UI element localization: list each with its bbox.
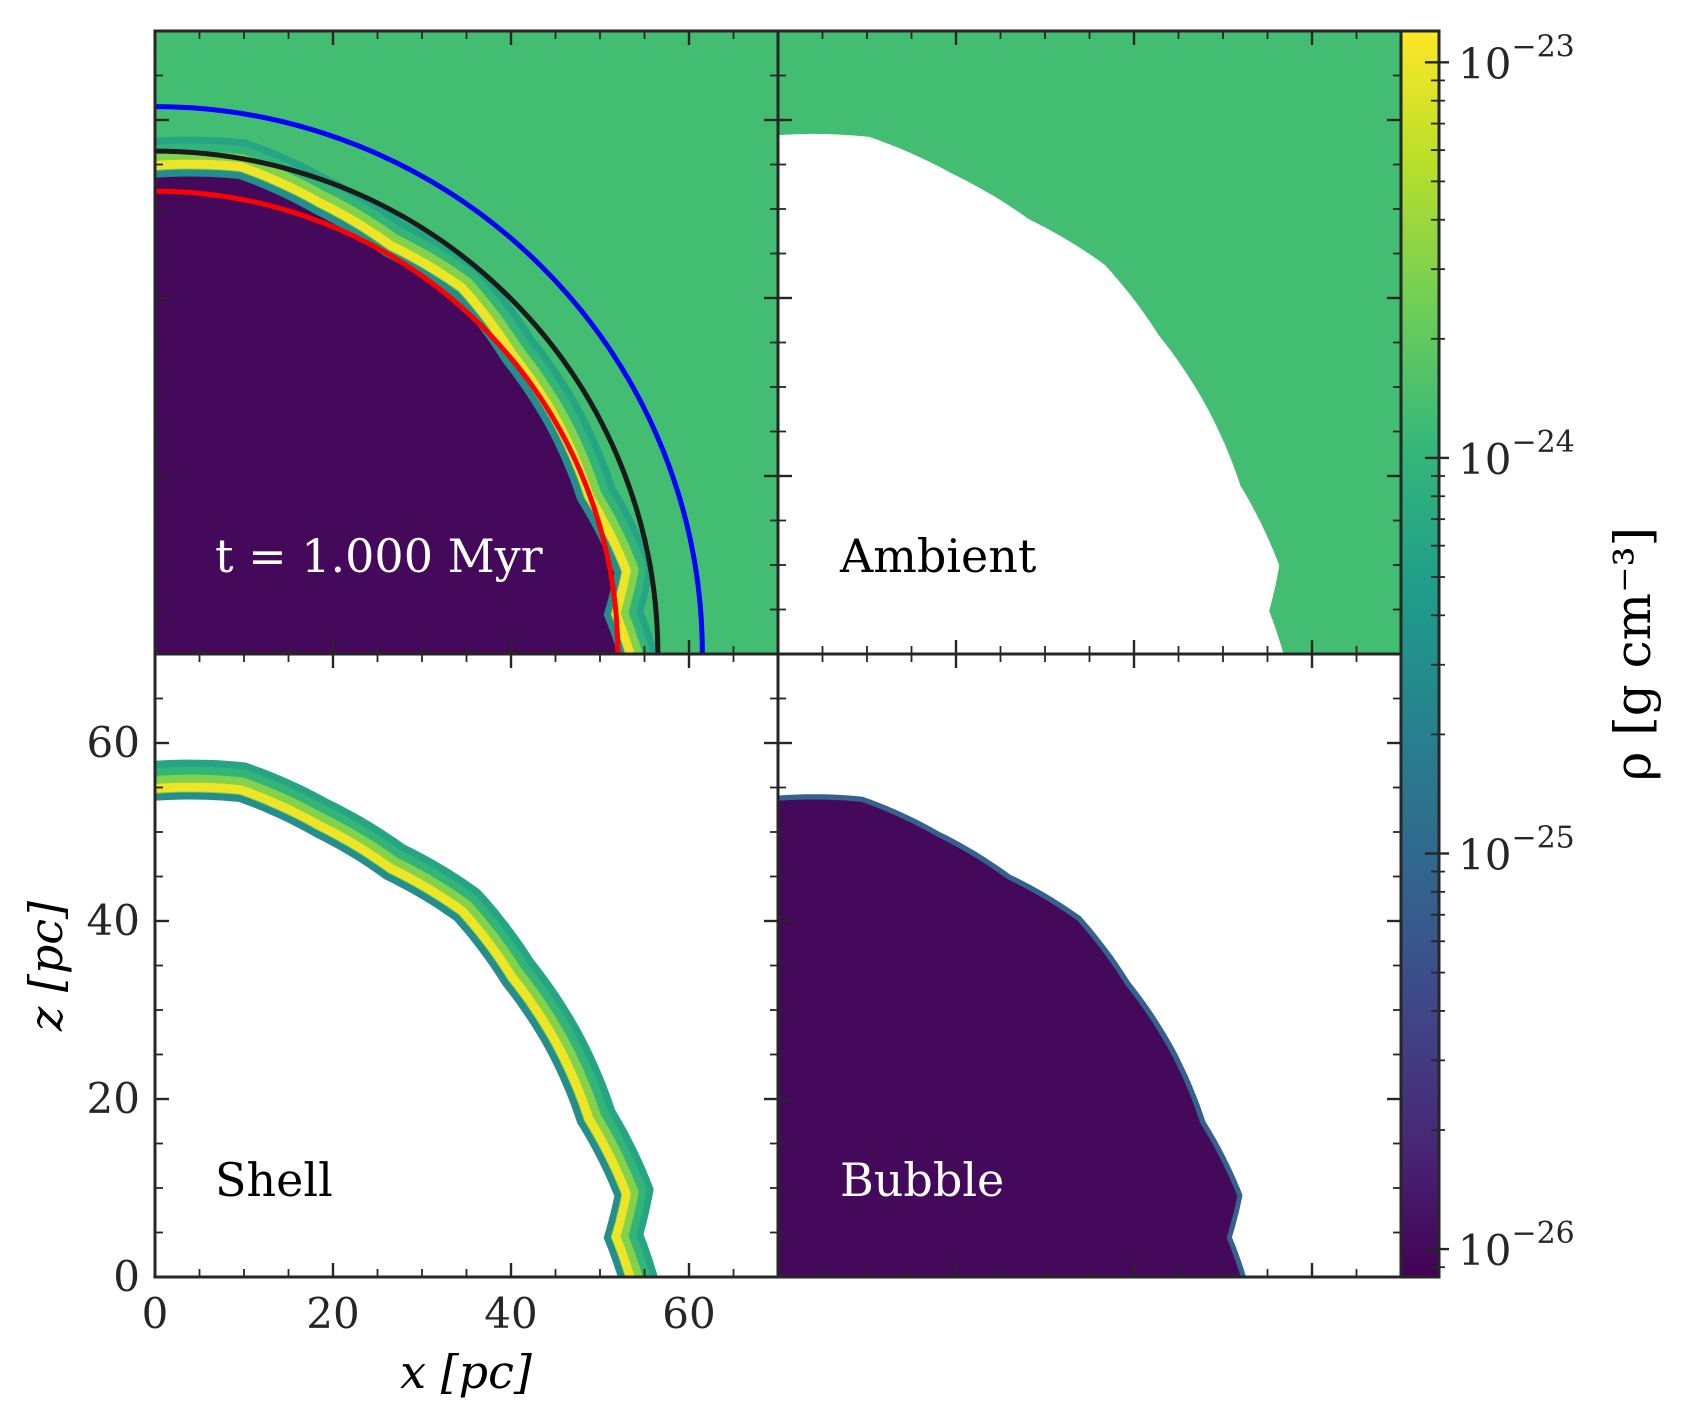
x-tick-label: 60 — [662, 1289, 715, 1338]
panel-label-bubble: Bubble — [840, 1153, 1004, 1207]
x-tick-label: 20 — [306, 1289, 359, 1338]
panel-shell: Shell — [153, 652, 780, 1279]
y-tick-label: 40 — [87, 896, 140, 945]
colorbar-fill — [1401, 31, 1439, 1277]
colorbar-tick-label: 10−24 — [1458, 425, 1575, 484]
colorbar: 10−23 10−24 10−25 10−26 ρ [g cm⁻³] — [1399, 29, 1662, 1279]
colorbar-tick-label: 10−23 — [1458, 29, 1575, 88]
x-axis-label: x [pc] — [400, 1345, 532, 1399]
blue-radius-circle — [155, 104, 705, 654]
panel-ambient: Ambient — [776, 29, 1403, 656]
x-tick-label: 40 — [484, 1289, 537, 1338]
colorbar-tick-label: 10−26 — [1458, 1216, 1575, 1275]
y-axis-label: z [pc] — [19, 901, 73, 1032]
x-tick-labels: 0 20 40 60 — [142, 1289, 716, 1338]
colorbar-label: ρ [g cm⁻³] — [1604, 527, 1662, 781]
panel-full: t = 1.000 Myr — [153, 29, 780, 656]
bubble-region — [778, 799, 1241, 1277]
masked-region — [155, 799, 618, 1277]
panel-bubble: Bubble — [776, 652, 1403, 1279]
y-tick-label: 0 — [113, 1252, 140, 1301]
panel-label-shell: Shell — [215, 1153, 333, 1207]
bubble-region — [155, 176, 618, 654]
colorbar-tick-label: 10−25 — [1458, 820, 1575, 879]
panel-label-ambient: Ambient — [839, 529, 1037, 583]
black-radius-circle — [155, 148, 661, 654]
colorbar-tick-labels: 10−23 10−24 10−25 10−26 — [1458, 29, 1575, 1275]
colorbar-frame — [1399, 29, 1441, 1279]
masked-region — [778, 133, 1284, 654]
x-tick-label: 0 — [142, 1289, 169, 1338]
radius-circles — [155, 104, 705, 654]
y-tick-labels: 0 20 40 60 — [87, 718, 140, 1301]
y-tick-label: 20 — [87, 1074, 140, 1123]
panel-label-time: t = 1.000 Myr — [215, 529, 543, 583]
red-radius-circle — [155, 188, 621, 654]
y-tick-label: 60 — [87, 718, 140, 767]
